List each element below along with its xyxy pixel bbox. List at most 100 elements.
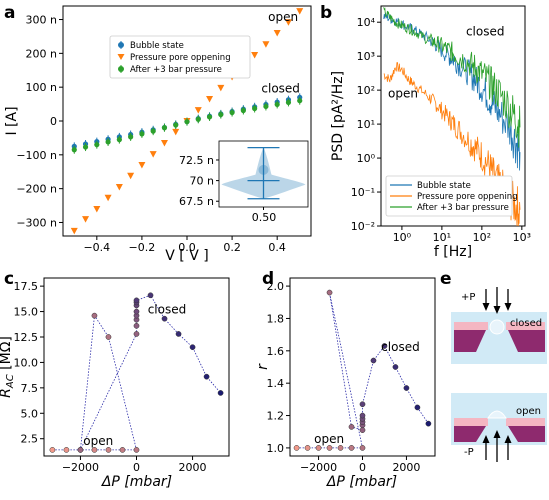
data-point	[161, 315, 168, 322]
legend-marker-pressure-pore	[117, 54, 125, 60]
schematic-open-state: -P open	[451, 393, 547, 462]
panel-a-ytick-label: −200 n	[16, 183, 57, 196]
data-point	[218, 111, 224, 118]
data-point	[119, 447, 126, 453]
inset-ytick-label: 72.5 n	[179, 154, 214, 167]
data-point	[262, 41, 270, 48]
data-point	[297, 98, 303, 104]
panel-b-xtick-label: 10³	[513, 231, 531, 244]
legend-b-label-after-pressure: After +3 bar pressure	[417, 203, 509, 213]
panel-a-ytick-label: 0	[50, 115, 57, 128]
panel-label-e: e	[440, 269, 452, 289]
inset-ytick-label: 67.5 n	[179, 195, 214, 208]
panel-a-ytick-label: −300 n	[16, 216, 57, 229]
data-point	[150, 128, 156, 134]
data-point	[326, 445, 333, 451]
schematic-top-state-label: closed	[510, 318, 542, 329]
data-point	[172, 128, 180, 136]
panel-label-b: b	[320, 3, 332, 23]
data-point	[49, 447, 56, 453]
panel-a-xtick-label: 0.2	[223, 241, 241, 254]
data-point	[304, 445, 311, 451]
data-point	[326, 289, 333, 296]
data-point	[403, 385, 410, 391]
data-point	[70, 227, 78, 235]
data-point	[315, 445, 322, 451]
panel-label-c: c	[4, 269, 14, 289]
panel-b-xlabel: f [Hz]	[434, 244, 472, 260]
data-point	[133, 297, 140, 304]
data-point	[359, 427, 366, 433]
panel-a-annotation-closed: closed	[261, 81, 300, 95]
panel-b-frame	[380, 5, 526, 227]
arrow-down-icon	[504, 303, 512, 311]
panel-b-xtick-label: 10²	[473, 231, 491, 244]
panel-c-annotation-closed: closed	[148, 303, 187, 317]
panel-label-a: a	[4, 3, 15, 23]
psd-line-green	[383, 7, 521, 148]
panel-b-ytick-label: 10³	[357, 50, 375, 63]
panel-c-ytick-label: 5.0	[21, 407, 39, 420]
panel-c-ytick-label: 17.5	[14, 280, 39, 293]
data-point	[91, 312, 98, 319]
panel-d-ytick-label: 1.8	[267, 312, 285, 325]
data-point	[229, 109, 235, 116]
panel-a-ytick-label: 100 n	[26, 81, 57, 94]
bubble-icon	[487, 410, 507, 419]
arrow-down-icon	[493, 306, 501, 314]
data-point	[147, 292, 154, 299]
panel-c-ytick-label: 10.0	[14, 356, 39, 369]
data-point	[94, 142, 100, 148]
data-point	[293, 445, 300, 451]
panel-a-ylabel: I [A]	[4, 106, 20, 135]
panel-c-xlabel: ΔP [mbar]	[101, 474, 172, 490]
data-point	[414, 404, 421, 411]
panel-d-xtick-label: −2000	[300, 461, 337, 474]
data-point	[63, 447, 70, 453]
panel-c-xtick-label: 2000	[179, 461, 207, 474]
data-point	[175, 331, 182, 337]
panel-d-ytick-label: 1.6	[267, 345, 285, 358]
data-point	[240, 107, 246, 114]
data-point	[133, 331, 140, 337]
panel-b-ytick-label: 10⁻²	[351, 220, 375, 233]
panel-d-ytick-label: 1.4	[267, 377, 285, 390]
panel-b-annotation-closed: closed	[466, 25, 505, 39]
panel-a-legend: Bubble state Pressure pore oppening Afte…	[109, 35, 251, 79]
trajectory-line	[296, 292, 429, 449]
panel-d-plot: −2000 0 2000 1.01.21.41.61.82.0 ΔP [mbar] …	[255, 277, 436, 490]
panel-d-ytick-label: 1.2	[267, 410, 285, 423]
data-point	[128, 134, 134, 140]
data-point	[217, 84, 225, 92]
panel-c-plot: −2000 0 2000 2.5 5.0 7.5 10.0 12.5 15.0 17.5 ΔP …	[0, 277, 230, 490]
panel-d-xlabel: ΔP [mbar]	[326, 474, 397, 490]
panel-b-ylabel: PSD [pA²/Hz]	[330, 71, 346, 161]
panel-c-ytick-label: 12.5	[14, 331, 39, 344]
data-point	[115, 183, 123, 191]
data-point	[252, 105, 258, 112]
data-point	[173, 122, 179, 128]
data-point	[348, 424, 355, 430]
panel-a-xlabel: V [ V ]	[165, 248, 208, 264]
panel-c-ytick-label: 2.5	[21, 433, 39, 446]
schematic-top-pressure-label: +P	[461, 292, 475, 303]
panel-d-xtick-label: 0	[359, 461, 366, 474]
panel-d-annotation-closed: closed	[381, 340, 420, 354]
panel-a-annotation-open: open	[268, 10, 298, 24]
data-point	[149, 151, 157, 158]
panel-a-ytick-label: 300 n	[26, 14, 57, 27]
panel-c-ylabel: RAC [MΩ]	[0, 336, 16, 398]
legend-b-label-bubble-state: Bubble state	[417, 181, 471, 191]
panel-e-schematic: +P closed -P open	[451, 287, 547, 462]
data-point	[105, 139, 111, 145]
panel-b-annotation-open: open	[388, 87, 418, 101]
arrow-up-icon	[493, 430, 501, 438]
legend-label-pressure-pore: Pressure pore oppening	[130, 53, 231, 63]
legend-b-label-pressure-pore: Pressure pore oppening	[417, 192, 518, 202]
panel-a-ytick-label: 200 n	[26, 47, 57, 60]
trajectory-line	[52, 294, 221, 451]
data-point	[133, 447, 140, 453]
panel-b-ytick-label: 10⁰	[357, 152, 376, 165]
panel-c-ytick-label: 7.5	[21, 382, 39, 395]
data-point	[195, 116, 201, 122]
